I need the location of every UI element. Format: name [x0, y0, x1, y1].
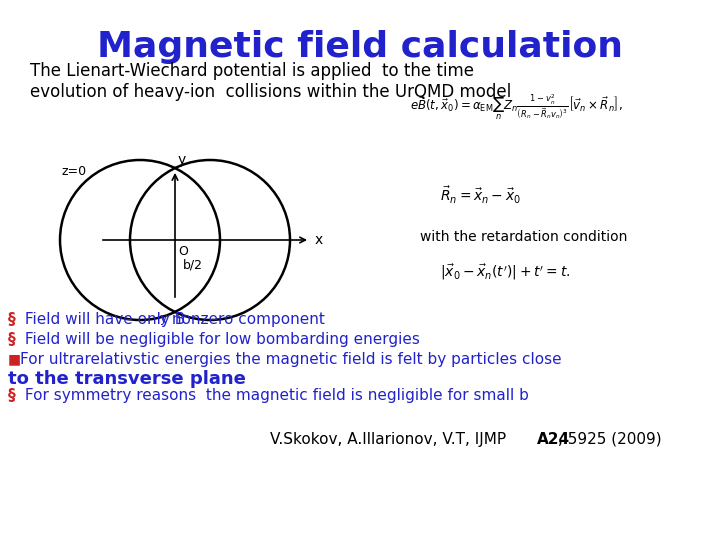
Text: nonzero component: nonzero component: [167, 312, 325, 327]
Text: V.Skokov, A.Illarionov, V.T, IJMP: V.Skokov, A.Illarionov, V.T, IJMP: [270, 432, 511, 447]
Text: Field will be negligible for low bombarding energies: Field will be negligible for low bombard…: [20, 332, 420, 347]
Text: For ultrarelativstic energies the magnetic field is felt by particles close: For ultrarelativstic energies the magnet…: [20, 352, 562, 367]
Text: The Lienart-Wiechard potential is applied  to the time
evolution of heavy-ion  c: The Lienart-Wiechard potential is applie…: [30, 62, 511, 101]
Text: y: y: [178, 153, 186, 167]
Text: Magnetic field calculation: Magnetic field calculation: [97, 30, 623, 64]
Text: with the retardation condition: with the retardation condition: [420, 230, 627, 244]
Text: x: x: [315, 233, 323, 247]
Text: $|\vec{x}_0 - \vec{x}_n(t^\prime)| + t^\prime = t.$: $|\vec{x}_0 - \vec{x}_n(t^\prime)| + t^\…: [440, 262, 570, 282]
Text: z=0: z=0: [62, 165, 87, 178]
Text: Field will have only B: Field will have only B: [20, 312, 185, 327]
Text: b/2: b/2: [183, 258, 203, 271]
Text: $\vec{R}_n = \vec{x}_n - \vec{x}_0$: $\vec{R}_n = \vec{x}_n - \vec{x}_0$: [440, 185, 521, 206]
Text: y: y: [160, 312, 167, 325]
Text: §: §: [8, 388, 16, 403]
Text: ■: ■: [8, 352, 21, 366]
Text: §: §: [8, 332, 16, 347]
Text: O: O: [178, 245, 188, 258]
Text: §: §: [8, 312, 16, 327]
Text: A24: A24: [537, 432, 570, 447]
Text: For symmetry reasons  the magnetic field is negligible for small b: For symmetry reasons the magnetic field …: [20, 388, 529, 403]
Text: to the transverse plane: to the transverse plane: [8, 370, 246, 388]
Text: $e\vec{B}(t,\vec{x}_0) = \alpha_{\rm EM}\sum_{n} Z_n \frac{1-v_n^2}{\left(R_n - : $e\vec{B}(t,\vec{x}_0) = \alpha_{\rm EM}…: [410, 92, 623, 122]
Text: , 5925 (2009): , 5925 (2009): [558, 432, 662, 447]
